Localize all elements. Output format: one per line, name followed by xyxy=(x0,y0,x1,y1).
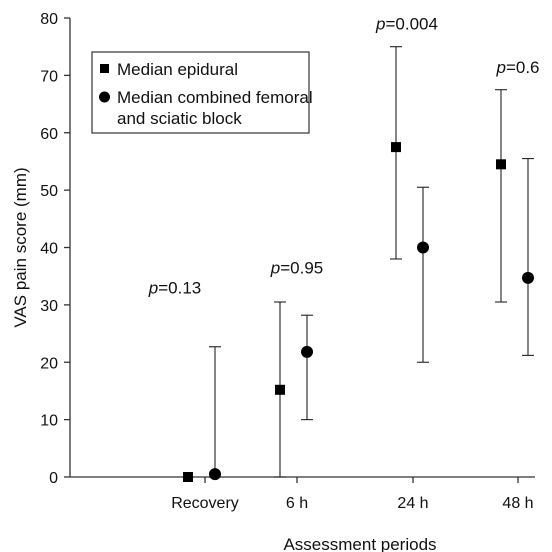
y-tick-label: 40 xyxy=(40,241,58,258)
x-tick-label: 24 h xyxy=(397,495,428,512)
legend-label-block-line2: and sciatic block xyxy=(117,109,242,128)
y-tick-label: 50 xyxy=(40,183,58,200)
legend-label-block-line1: Median combined femoral xyxy=(117,88,313,107)
legend-square-marker xyxy=(100,64,109,73)
p-value-label: p=0.004 xyxy=(375,15,438,34)
square-marker xyxy=(275,384,285,395)
y-tick-label: 80 xyxy=(40,11,58,28)
y-axis-ticks: 0 10 20 30 40 50 60 70 80 xyxy=(40,11,70,487)
p-value-label: p=0.13 xyxy=(148,279,201,298)
data-markers xyxy=(183,142,534,482)
y-tick-label: 10 xyxy=(40,413,58,430)
x-axis-title: Assessment periods xyxy=(283,535,436,552)
legend-circle-marker xyxy=(99,91,110,103)
legend-label-epidural: Median epidural xyxy=(117,60,238,79)
p-value-label: p=0.95 xyxy=(270,259,323,278)
p-value-label: p=0.6 xyxy=(495,58,539,77)
circle-marker xyxy=(417,241,429,254)
x-axis-ticks: Recovery 6 h 24 h 48 h xyxy=(171,477,534,512)
y-tick-label: 0 xyxy=(49,470,58,487)
x-tick-label: 6 h xyxy=(286,495,308,512)
y-tick-label: 20 xyxy=(40,355,58,372)
square-marker xyxy=(391,142,401,153)
square-marker xyxy=(183,472,193,482)
legend-box xyxy=(91,51,310,134)
p-value-annotations: p=0.13 p=0.95 p=0.004 p=0.6 xyxy=(148,15,540,298)
y-tick-label: 30 xyxy=(40,298,58,315)
circle-marker xyxy=(522,271,534,284)
x-tick-label: Recovery xyxy=(171,495,239,512)
x-tick-label: 48 h xyxy=(502,495,533,512)
circle-marker xyxy=(301,345,313,358)
legend: Median epidural Median combined femoral … xyxy=(91,51,313,134)
y-tick-label: 70 xyxy=(40,68,58,85)
circle-marker xyxy=(209,468,221,481)
square-marker xyxy=(496,159,506,170)
error-bars xyxy=(209,46,534,478)
y-tick-label: 60 xyxy=(40,126,58,143)
y-axis-title: VAS pain score (mm) xyxy=(11,167,30,327)
